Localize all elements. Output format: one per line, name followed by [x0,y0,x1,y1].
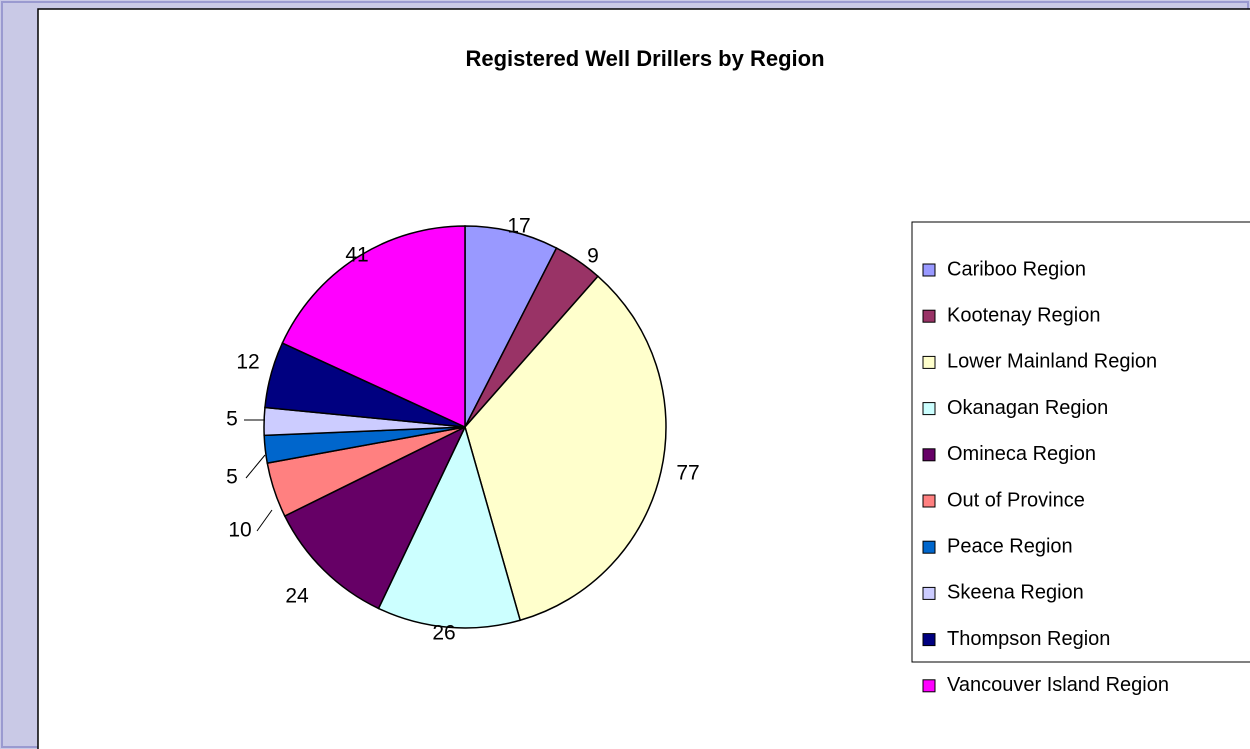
legend-box [911,221,1250,663]
legend-swatch [922,679,936,693]
legend-label: Skeena Region [947,582,1084,604]
data-label: 24 [285,585,309,608]
data-label: 10 [228,519,251,542]
legend-swatch [922,263,936,277]
data-label: 26 [432,622,455,645]
data-label: 12 [236,351,259,374]
legend-label: Okanagan Region [947,397,1108,419]
legend-label: Omineca Region [947,443,1096,465]
legend-label: Cariboo Region [947,258,1086,280]
legend-swatch [922,402,936,416]
leader-line [245,454,266,479]
legend-swatch [922,586,936,600]
data-label: 41 [345,244,368,267]
legend-swatch [922,540,936,554]
chart-title: Registered Well Drillers by Region [465,46,824,71]
pie-slice [377,424,522,629]
data-label: 9 [587,245,599,268]
legend-swatch [922,355,936,369]
legend-swatch [922,494,936,508]
data-label: 77 [676,462,699,485]
legend-label: Peace Region [947,535,1073,557]
data-label: 5 [226,408,238,431]
leader-line [256,509,273,532]
legend-label: Thompson Region [947,628,1110,650]
legend-label: Vancouver Island Region [947,674,1169,696]
data-label: 5 [226,466,238,489]
legend-label: Out of Province [947,489,1085,511]
data-label: 17 [507,215,530,238]
pie-slice [283,425,467,610]
pie-slice [464,225,558,428]
legend-swatch [922,633,936,647]
pie-slice [281,225,466,429]
legend-swatch [922,448,936,462]
legend-label: Lower Mainland Region [947,351,1157,373]
pie-slice [464,275,667,622]
legend-swatch [922,309,936,323]
legend-label: Kootenay Region [947,304,1100,326]
